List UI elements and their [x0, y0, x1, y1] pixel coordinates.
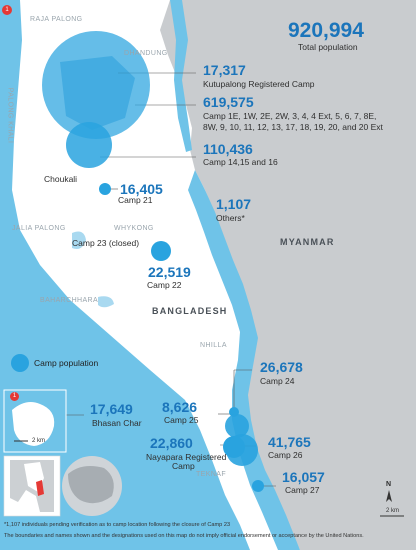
- place-dhandung: DHANDUNG: [124, 50, 168, 57]
- locator-highlight: [36, 480, 44, 496]
- bubble-camp-22: [151, 241, 171, 261]
- camp26-value: 41,765: [268, 434, 311, 450]
- bubble-camp-26: [226, 434, 258, 466]
- bubble-camp-14-16: [66, 122, 112, 168]
- inset-scale-label: 2 km: [32, 438, 46, 444]
- camp21-label: Camp 21: [118, 195, 153, 205]
- place-whykong: WHYKONG: [114, 225, 154, 232]
- camp25-value: 8,626: [162, 399, 198, 415]
- camp22-value: 22,519: [148, 264, 191, 280]
- kutupalong-label: Kutupalong Registered Camp: [203, 79, 315, 89]
- others-value: 1,107: [216, 196, 252, 212]
- country-bangladesh: BANGLADESH: [152, 306, 228, 316]
- camp14-value: 110,436: [203, 141, 253, 157]
- naf-river: [188, 170, 300, 550]
- globe-land: [68, 466, 114, 504]
- nayapara-label-2: Camp: [172, 461, 195, 471]
- inset-marker-1: 1: [10, 392, 19, 401]
- camp25-label: Camp 25: [164, 415, 199, 425]
- expansion-label-2: 8W, 9, 10, 11, 12, 13, 17, 18, 19, 20, a…: [203, 122, 383, 132]
- bubble-camp-21: [99, 183, 111, 195]
- bubble-camp-27: [252, 480, 264, 492]
- expansion-value: 619,575: [203, 94, 254, 110]
- north-label: N: [386, 481, 392, 488]
- bhasan-char-island: [12, 402, 55, 446]
- place-palong-khali: PALONG KHALI: [6, 87, 14, 144]
- lake-1: [72, 231, 86, 249]
- bubble-kutupalong-expansion: [42, 31, 150, 139]
- nayapara-value: 22,860: [150, 435, 193, 451]
- footnote-2: The boundaries and names shown and the d…: [4, 533, 364, 539]
- main-scale-label: 2 km: [386, 508, 400, 514]
- myanmar-land: [160, 0, 416, 550]
- north-river: [170, 0, 192, 152]
- others-label: Others*: [216, 213, 245, 223]
- bhasan-value: 17,649: [90, 401, 133, 417]
- camp14-label: Camp 14,15 and 16: [203, 157, 278, 167]
- lake-2: [98, 296, 114, 308]
- map-marker-1: 1: [2, 5, 12, 15]
- expansion-label-1: Camp 1E, 1W, 2E, 2W, 3, 4, 4 Ext, 5, 6, …: [203, 111, 377, 121]
- place-nhilla: NHILLA: [200, 342, 227, 349]
- place-teknaf: TEKNAF: [196, 471, 227, 478]
- north-arrow: [386, 490, 392, 502]
- camp24-value: 26,678: [260, 359, 303, 375]
- total-population-label: Total population: [298, 42, 358, 52]
- camp23-label: Camp 23 (closed): [72, 238, 140, 248]
- bubble-legend: [11, 354, 29, 372]
- camp27-value: 16,057: [282, 469, 325, 485]
- place-raja-palong: RAJA PALONG: [30, 16, 83, 23]
- camp26-label: Camp 26: [268, 450, 303, 460]
- total-population-value: 920,994: [288, 19, 364, 42]
- place-chouakali: Choukali: [44, 174, 78, 184]
- bubble-camp-25: [225, 414, 249, 438]
- bhasan-label: Bhasan Char: [92, 418, 142, 428]
- legend-label: Camp population: [34, 358, 99, 368]
- camp21-value: 16,405: [120, 181, 163, 197]
- country-myanmar: MYANMAR: [280, 237, 335, 247]
- camp27-label: Camp 27: [285, 485, 320, 495]
- camp22-label: Camp 22: [147, 280, 182, 290]
- place-baharchhara: BAHARCHHARA: [40, 297, 99, 304]
- nayapara-label-1: Nayapara Registered: [146, 452, 227, 462]
- place-jalia-palong: JALIA PALONG: [12, 225, 66, 232]
- camp24-label: Camp 24: [260, 376, 295, 386]
- footnote-1: *1,107 individuals pending verification …: [4, 522, 231, 528]
- kutupalong-value: 17,317: [203, 62, 246, 78]
